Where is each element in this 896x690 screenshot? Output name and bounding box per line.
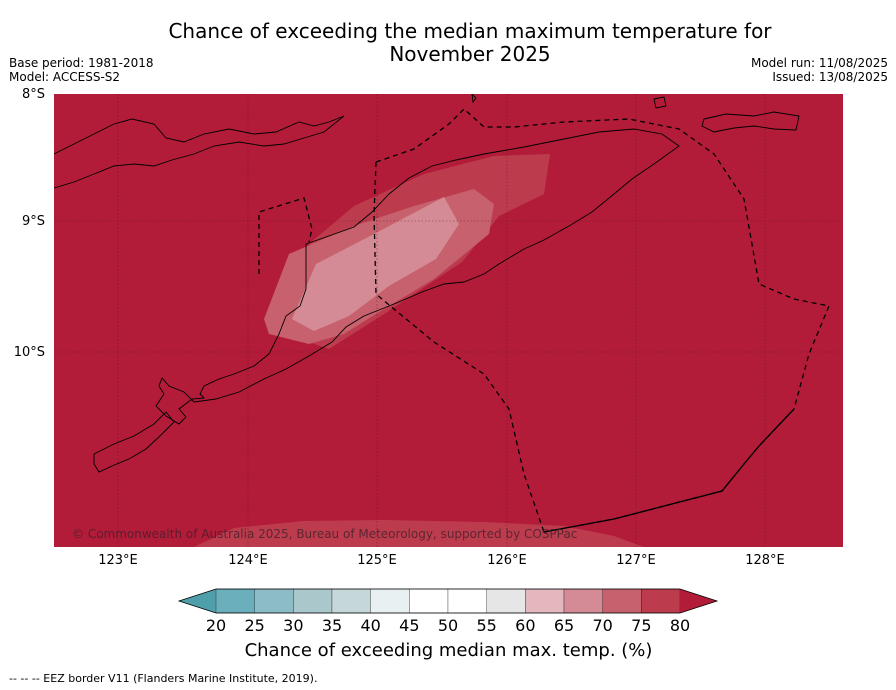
map-panel xyxy=(54,94,843,547)
base-period: Base period: 1981-2018 xyxy=(9,56,154,70)
colorbar-tick-60: 60 xyxy=(515,616,536,635)
issued-date: Issued: 13/08/2025 xyxy=(772,70,888,84)
colorbar-cell-35-40 xyxy=(331,588,371,614)
colorbar-cell-40-45 xyxy=(370,588,410,614)
colorbar xyxy=(177,588,719,614)
colorbar-tick-50: 50 xyxy=(437,616,459,635)
eez-southwest xyxy=(373,161,545,533)
title-line-1: Chance of exceeding the median maximum t… xyxy=(168,19,772,43)
eez-oecusse xyxy=(258,197,313,274)
colorbar-tick-35: 35 xyxy=(321,616,343,635)
colorbar-tick-80: 80 xyxy=(669,616,691,635)
colorbar-label: Chance of exceeding median max. temp. (%… xyxy=(244,640,653,661)
colorbar-cell-45-50 xyxy=(409,588,449,614)
colorbar-outline xyxy=(177,588,719,614)
small-island-1 xyxy=(653,96,667,109)
colorbar-tick-20: 20 xyxy=(205,616,227,635)
colorbar-tick-45: 45 xyxy=(399,616,420,635)
model-run: Model run: 11/08/2025 xyxy=(750,56,888,70)
colorbar-cell-30-35 xyxy=(293,588,333,614)
lon-label-127e: 127°E xyxy=(616,553,656,568)
title-line-2: November 2025 xyxy=(389,42,551,66)
colorbar-cell-25-30 xyxy=(254,588,294,614)
colorbar-tick-75: 75 xyxy=(631,616,652,635)
colorbar-cell-70-75 xyxy=(602,588,642,614)
lon-label-123e: 123°E xyxy=(98,553,138,568)
timor-coast xyxy=(155,128,680,425)
alor-coast xyxy=(54,115,345,189)
model-name: Model: ACCESS-S2 xyxy=(9,70,121,84)
meta-left: Base period: 1981-2018 Model: ACCESS-S2 xyxy=(9,56,154,84)
colorbar-cell-55-60 xyxy=(486,588,526,614)
lat-label-10s: 10°S xyxy=(13,345,45,360)
lon-label-125e: 125°E xyxy=(357,553,397,568)
colorbar-cell-60-65 xyxy=(525,588,565,614)
meta-right: Model run: 11/08/2025 Issued: 13/08/2025 xyxy=(751,56,888,84)
lon-label-128e: 128°E xyxy=(745,553,785,568)
eez-footnote: -- -- -- EEZ border V11 (Flanders Marine… xyxy=(9,672,318,685)
eez-solid xyxy=(543,408,795,533)
colorbar-cell-50-55 xyxy=(447,588,487,614)
lon-label-124e: 124°E xyxy=(228,553,268,568)
lat-label-9s: 9°S xyxy=(21,214,45,229)
colorbar-tick-30: 30 xyxy=(283,616,304,635)
colorbar-tick-25: 25 xyxy=(244,616,265,635)
colorbar-cell-65-70 xyxy=(563,588,603,614)
colorbar-tick-70: 70 xyxy=(592,616,613,635)
colorbar-extend-high xyxy=(680,589,717,613)
coastlines xyxy=(54,94,800,473)
copyright-notice: © Commonwealth of Australia 2025, Bureau… xyxy=(72,527,578,541)
chart-title: Chance of exceeding the median maximum t… xyxy=(120,20,820,66)
colorbar-tick-40: 40 xyxy=(360,616,381,635)
colorbar-cell-75-80 xyxy=(641,588,681,614)
lat-label-8s: 8°S xyxy=(21,87,45,102)
small-island-2 xyxy=(471,94,477,104)
band-south xyxy=(194,520,644,547)
lon-label-126e: 126°E xyxy=(487,553,527,568)
rote-coast xyxy=(93,411,175,473)
colorbar-extend-low xyxy=(179,589,216,613)
wetar-coast xyxy=(701,111,800,133)
colorbar-tick-65: 65 xyxy=(553,616,575,635)
colorbar-tick-55: 55 xyxy=(476,616,497,635)
colorbar-cell-20-25 xyxy=(215,588,255,614)
